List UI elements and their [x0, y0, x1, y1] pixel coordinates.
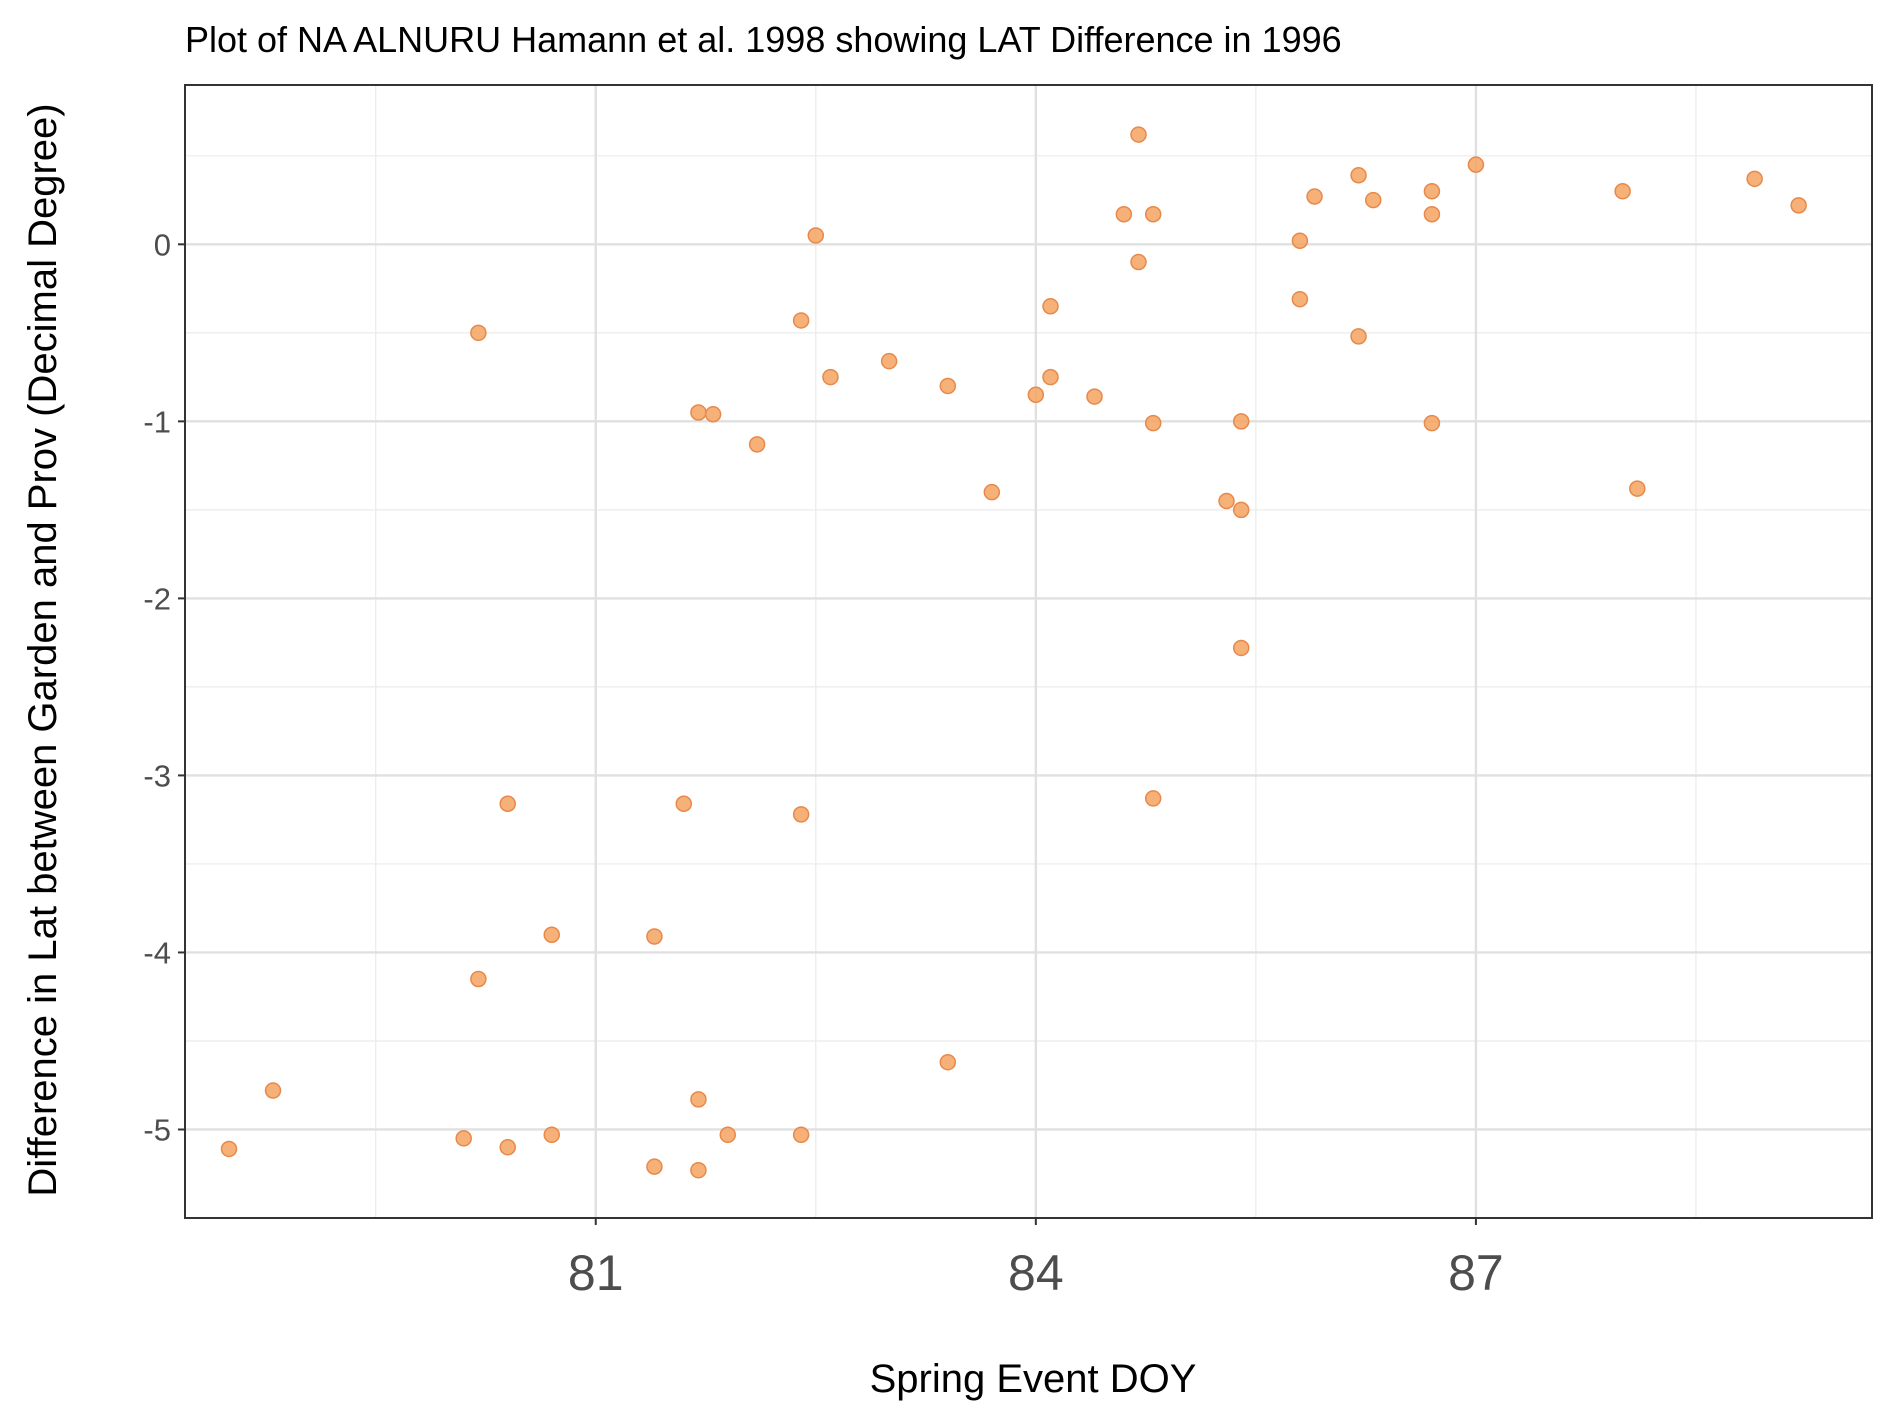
x-axis: 81 84 87	[568, 1218, 1504, 1301]
y-axis-title: Difference in Lat between Garden and Pro…	[21, 103, 65, 1196]
plot-area	[184, 84, 1873, 1219]
data-point	[1086, 388, 1103, 405]
data-point	[939, 1053, 957, 1071]
data-point	[499, 1138, 516, 1156]
data-point	[220, 1140, 238, 1158]
x-tick-label: 84	[1008, 1245, 1064, 1301]
plot-border	[184, 84, 1873, 1219]
y-tick-label: -2	[143, 581, 171, 616]
data-point	[1423, 205, 1441, 223]
y-tick-label: -1	[143, 404, 171, 439]
data-point	[455, 1130, 472, 1147]
data-point	[1144, 414, 1162, 432]
data-point	[646, 928, 663, 945]
data-point	[719, 1126, 737, 1144]
data-point	[792, 1126, 810, 1144]
chart-title: Plot of NA ALNURU Hamann et al. 1998 sho…	[185, 19, 1342, 60]
data-point	[646, 1158, 663, 1175]
x-axis-title: Spring Event DOY	[870, 1357, 1197, 1401]
data-point	[1306, 188, 1323, 205]
data-point	[983, 483, 1001, 501]
data-point	[1232, 501, 1250, 519]
data-point	[264, 1082, 282, 1099]
data-point	[675, 795, 693, 812]
data-point	[1291, 290, 1309, 308]
data-point	[1130, 253, 1147, 271]
data-point	[1629, 480, 1646, 497]
data-point	[748, 436, 766, 453]
data-point	[1350, 328, 1367, 345]
data-point	[880, 352, 898, 370]
data-point	[1115, 205, 1133, 223]
data-point	[1232, 413, 1250, 430]
data-point	[1614, 182, 1631, 200]
data-point	[1423, 182, 1441, 200]
data-point	[792, 806, 810, 823]
data-points	[220, 126, 1807, 1179]
y-tick-label: -4	[143, 935, 171, 970]
data-point	[499, 795, 516, 812]
y-axis: 0 -1 -2 -3 -4 -5	[143, 227, 185, 1147]
data-point	[1042, 368, 1059, 386]
data-point	[1350, 167, 1367, 184]
data-point	[690, 404, 707, 421]
data-point	[543, 1126, 560, 1144]
data-point	[1144, 790, 1162, 807]
data-point	[470, 324, 487, 342]
data-point	[1790, 197, 1807, 214]
data-point	[704, 406, 722, 423]
data-point	[1042, 298, 1059, 315]
data-point	[1364, 191, 1382, 209]
data-point	[1291, 232, 1309, 250]
data-point	[470, 970, 487, 988]
data-point	[822, 368, 839, 386]
data-point	[807, 227, 825, 244]
data-point	[690, 1161, 707, 1179]
data-point	[1130, 126, 1147, 143]
x-tick-label: 87	[1448, 1245, 1504, 1301]
major-gridlines	[185, 85, 1872, 1218]
data-point	[1746, 170, 1763, 188]
x-tick-label: 81	[568, 1245, 624, 1301]
y-tick-label: -3	[143, 758, 171, 793]
data-point	[1027, 386, 1045, 404]
data-point	[1218, 492, 1235, 510]
data-point	[690, 1091, 707, 1108]
data-point	[1144, 205, 1162, 223]
y-tick-label: 0	[154, 227, 171, 262]
data-point	[1467, 156, 1485, 173]
data-point	[1423, 414, 1441, 432]
plot-panel	[185, 85, 1872, 1218]
y-tick-label: -5	[143, 1112, 171, 1147]
data-point	[543, 926, 560, 943]
data-point	[792, 312, 810, 329]
data-point	[939, 377, 957, 395]
data-point	[1232, 639, 1250, 657]
